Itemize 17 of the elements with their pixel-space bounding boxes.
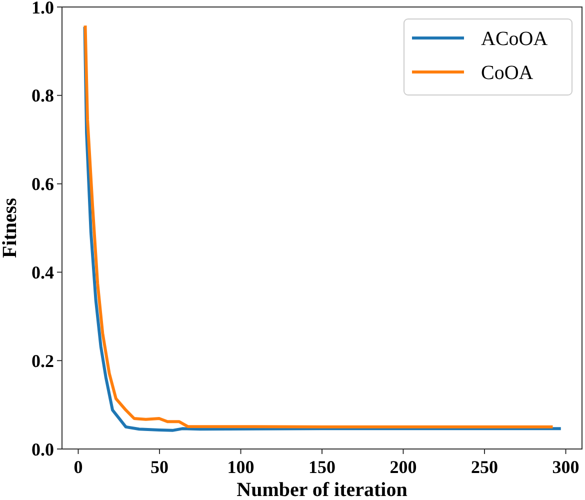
legend-label: ACoOA <box>481 28 548 50</box>
y-tick-label: 1.0 <box>32 0 54 18</box>
legend-label: CoOA <box>481 62 534 84</box>
y-tick-label: 0.4 <box>32 262 54 282</box>
x-tick-label: 50 <box>150 457 168 477</box>
x-tick-label: 0 <box>74 457 83 477</box>
x-tick-label: 150 <box>308 457 336 477</box>
y-tick-label: 0.8 <box>32 86 54 106</box>
y-tick-label: 0.6 <box>32 174 54 194</box>
x-axis-title: Number of iteration <box>236 479 408 500</box>
y-tick-label: 0.0 <box>32 439 54 460</box>
y-axis-title: Fitness <box>0 198 21 258</box>
x-tick-label: 300 <box>552 457 580 477</box>
x-tick-label: 100 <box>227 457 254 477</box>
x-tick-label: 200 <box>390 457 417 477</box>
y-tick-label: 0.2 <box>32 350 54 371</box>
x-tick-label: 250 <box>471 457 498 477</box>
